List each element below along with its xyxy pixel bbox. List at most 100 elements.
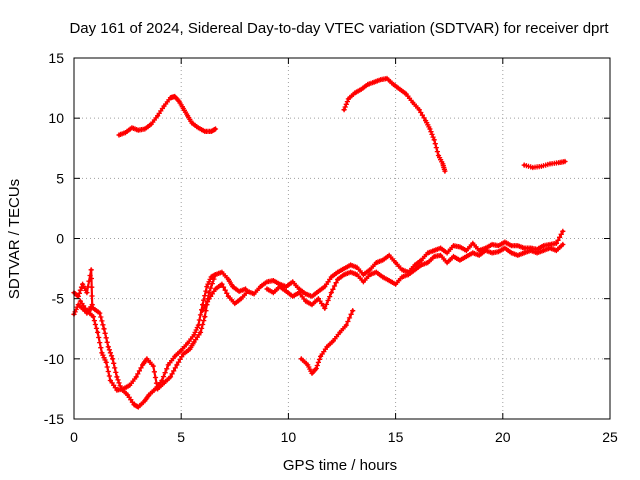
data-point: [306, 363, 310, 367]
data-point: [355, 273, 359, 277]
data-point: [477, 248, 481, 253]
series-markers: [341, 75, 448, 174]
data-point: [398, 87, 402, 91]
data-point: [342, 108, 346, 112]
data-point: [151, 364, 155, 368]
chart-title: Day 161 of 2024, Sidereal Day-to-day VTE…: [69, 20, 609, 37]
data-point: [381, 258, 385, 262]
data-point: [126, 393, 130, 397]
data-point: [445, 251, 449, 255]
data-point: [156, 387, 160, 391]
data-point: [561, 242, 565, 247]
data-point: [173, 94, 177, 99]
data-point: [451, 254, 456, 259]
data-point: [509, 244, 513, 248]
data-point: [417, 108, 421, 112]
series-markers: [116, 93, 219, 138]
data-point: [368, 273, 372, 277]
data-point: [394, 261, 398, 265]
data-point: [406, 273, 411, 277]
data-point: [464, 254, 468, 259]
series-arc-d: [200, 228, 566, 314]
data-point: [424, 119, 428, 123]
data-point: [98, 311, 102, 315]
data-point: [156, 114, 160, 118]
data-point: [323, 306, 327, 310]
y-tick-label: 0: [56, 231, 64, 247]
data-point: [213, 127, 218, 131]
data-point: [181, 352, 185, 356]
data-point: [342, 273, 346, 277]
data-point: [554, 241, 559, 245]
data-point: [149, 122, 153, 126]
x-tick-label: 20: [495, 429, 511, 445]
y-tick-label: -10: [44, 351, 64, 367]
data-point: [391, 82, 396, 87]
series-arc-g: [116, 93, 219, 138]
data-point: [331, 339, 335, 343]
data-point: [445, 261, 449, 265]
data-point: [231, 285, 235, 289]
data-point: [490, 251, 494, 255]
data-point: [316, 289, 320, 293]
data-point: [539, 164, 544, 168]
data-point: [177, 99, 181, 103]
data-point: [243, 287, 248, 291]
data-point: [108, 378, 112, 383]
data-point: [85, 309, 89, 313]
data-point: [541, 248, 546, 253]
data-point: [541, 244, 546, 248]
data-point: [381, 275, 385, 279]
data-point: [168, 96, 173, 100]
data-point: [81, 282, 85, 286]
data-point: [503, 246, 507, 250]
data-point: [346, 97, 350, 101]
series-line: [300, 309, 354, 375]
series-arc-f: [298, 308, 356, 376]
data-point: [297, 291, 301, 295]
data-point: [237, 289, 241, 293]
data-point: [213, 287, 218, 291]
data-point: [91, 306, 95, 310]
data-point: [443, 169, 447, 173]
data-point: [516, 244, 520, 248]
x-tick-label: 0: [70, 429, 78, 445]
data-point: [310, 371, 314, 375]
data-point: [162, 104, 166, 108]
data-point: [426, 251, 430, 255]
data-point: [432, 138, 436, 142]
data-point: [299, 357, 303, 361]
data-point: [147, 393, 151, 397]
data-point: [192, 333, 196, 337]
data-point: [428, 127, 432, 131]
data-point: [136, 405, 140, 409]
data-point: [85, 291, 89, 295]
data-point: [316, 297, 320, 301]
data-point: [374, 270, 378, 274]
data-point: [368, 268, 372, 272]
data-point: [490, 242, 494, 247]
data-point: [145, 357, 149, 361]
data-point: [271, 291, 275, 295]
data-point: [121, 387, 125, 391]
data-point: [271, 279, 275, 283]
data-point: [344, 323, 348, 327]
data-point: [325, 345, 329, 349]
data-point: [496, 244, 501, 248]
data-point: [89, 268, 93, 272]
data-point: [336, 277, 340, 281]
data-point: [115, 375, 119, 379]
data-point: [548, 246, 552, 250]
data-point: [181, 106, 185, 111]
data-point: [361, 273, 365, 277]
data-point: [128, 383, 132, 387]
data-point: [522, 251, 526, 255]
data-point: [162, 381, 166, 385]
data-point: [548, 162, 552, 166]
data-point: [509, 251, 513, 255]
data-point: [310, 303, 314, 307]
data-point: [141, 363, 145, 367]
data-point: [361, 280, 365, 284]
data-point: [464, 248, 468, 253]
data-point: [496, 250, 501, 254]
